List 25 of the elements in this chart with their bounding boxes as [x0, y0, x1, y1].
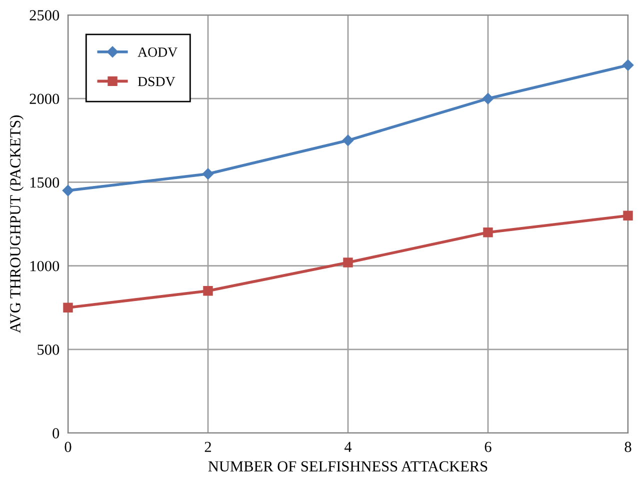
x-tick-label: 6 — [484, 442, 492, 452]
legend-label: AODV — [138, 48, 178, 57]
y-tick-label: 0 — [52, 428, 60, 438]
point — [62, 184, 74, 196]
point — [483, 228, 493, 238]
point — [622, 60, 634, 71]
legend-label: DSDV — [138, 76, 176, 86]
y-tick-label: 2500 — [30, 10, 60, 20]
y-tick-label: 1500 — [30, 177, 60, 188]
point — [202, 168, 214, 180]
point — [623, 210, 633, 220]
x-tick-label: 0 — [64, 442, 72, 452]
y-tick-label: 2000 — [30, 94, 60, 104]
x-tick-label: 4 — [344, 442, 352, 452]
point — [343, 258, 353, 268]
y-tick-label: 1000 — [30, 260, 60, 272]
y-axis-title: AVG THROUGHPUT (PACKETS) — [10, 115, 24, 334]
point — [482, 92, 494, 104]
point — [63, 302, 73, 312]
x-tick-label: 8 — [624, 442, 632, 452]
x-axis-title: NUMBER OF SELFISHNESS ATTACKERS — [208, 461, 488, 472]
y-tick-label: 500 — [38, 344, 60, 355]
x-tick-label: 2 — [204, 442, 211, 452]
point — [342, 134, 354, 146]
point — [203, 286, 213, 296]
